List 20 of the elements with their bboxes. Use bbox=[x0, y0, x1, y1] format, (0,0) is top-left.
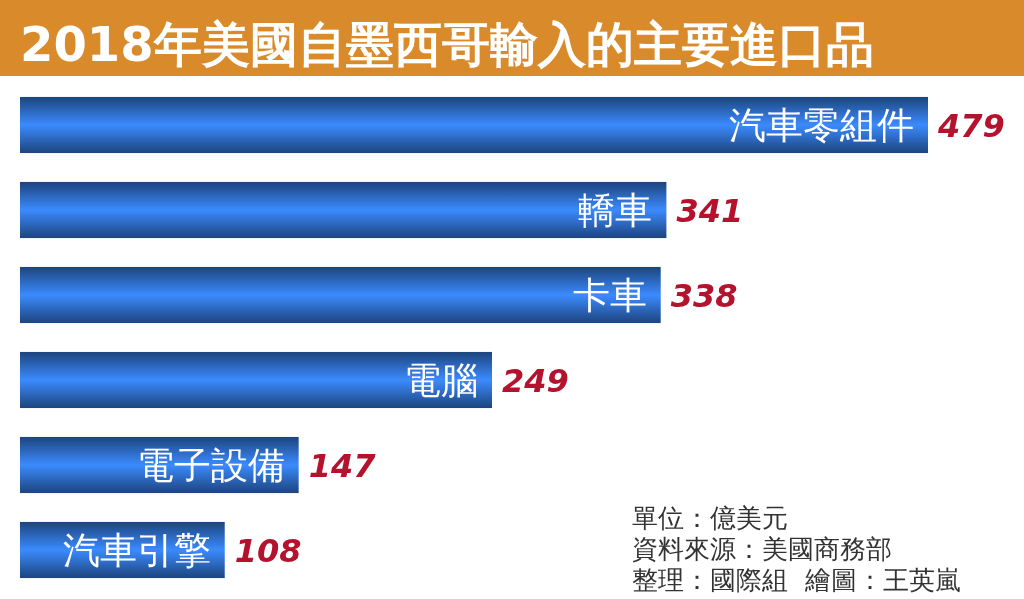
data-label: 341 bbox=[676, 191, 744, 230]
data-label: 108 bbox=[234, 531, 302, 570]
y-tick-label: 電腦 bbox=[404, 359, 479, 403]
bar bbox=[20, 266, 661, 324]
chart-title: 2018年美國自墨西哥輸入的主要進口品 bbox=[20, 16, 874, 72]
bar bbox=[20, 351, 493, 409]
bar bbox=[20, 181, 667, 239]
annotation: 資料來源：美國商務部 bbox=[632, 534, 892, 564]
bar bbox=[20, 96, 928, 154]
annotation: 整理：國際組 繪圖：王英嵐 bbox=[632, 565, 961, 595]
data-label: 249 bbox=[502, 361, 569, 400]
data-label: 479 bbox=[937, 106, 1005, 145]
y-tick-label: 汽車引擎 bbox=[62, 529, 211, 573]
y-tick-label: 轎車 bbox=[578, 189, 653, 233]
y-tick-label: 汽車零組件 bbox=[729, 104, 914, 148]
annotation: 單位：億美元 bbox=[632, 503, 788, 533]
data-label: 338 bbox=[670, 276, 738, 315]
y-tick-label: 電子設備 bbox=[136, 444, 285, 488]
y-tick-label: 卡車 bbox=[572, 274, 647, 318]
data-label: 147 bbox=[308, 446, 377, 485]
